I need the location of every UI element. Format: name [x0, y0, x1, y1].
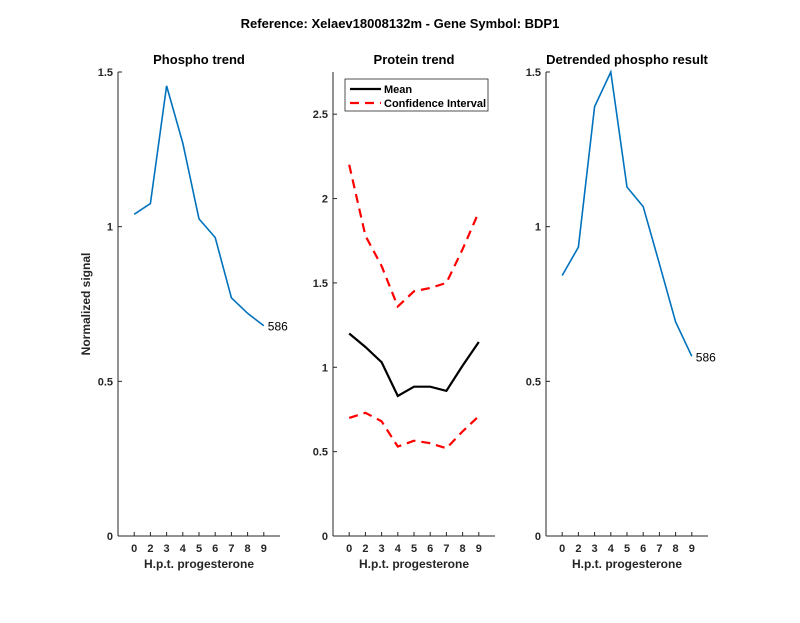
x-tick-label: 9	[261, 543, 267, 555]
series-line-detrended	[562, 72, 692, 356]
x-tick-label: 6	[427, 543, 433, 555]
x-tick-label: 7	[443, 543, 449, 555]
y-tick-label: 0.5	[98, 376, 113, 388]
x-axis-label: H.p.t. progesterone	[359, 557, 469, 571]
y-tick-label: 0	[107, 531, 113, 543]
x-tick-label: 2	[575, 543, 581, 555]
series-line-confidence-interval-lower-	[349, 413, 479, 449]
x-axis-label: H.p.t. progesterone	[144, 557, 254, 571]
x-tick-label: 4	[180, 543, 187, 555]
x-tick-label: 4	[395, 543, 402, 555]
x-tick-label: 0	[131, 543, 137, 555]
x-tick-label: 5	[196, 543, 202, 555]
x-tick-label: 8	[460, 543, 466, 555]
x-tick-label: 7	[656, 543, 662, 555]
x-tick-label: 5	[411, 543, 417, 555]
x-tick-label: 3	[592, 543, 598, 555]
line-end-label: 586	[268, 320, 288, 334]
legend: Mean Confidence Interval	[345, 79, 488, 111]
x-tick-label: 9	[689, 543, 695, 555]
y-tick-label: 0.5	[526, 376, 541, 388]
x-axis-label: H.p.t. progesterone	[572, 557, 682, 571]
y-tick-label: 1.5	[526, 67, 541, 79]
y-tick-label: 1	[535, 222, 541, 234]
x-tick-label: 9	[476, 543, 482, 555]
x-tick-label: 2	[362, 543, 368, 555]
x-tick-label: 7	[228, 543, 234, 555]
series-line-confidence-interval-upper-	[349, 165, 479, 307]
x-tick-label: 6	[212, 543, 218, 555]
x-tick-label: 5	[624, 543, 630, 555]
x-tick-label: 6	[640, 543, 646, 555]
y-tick-label: 1.5	[313, 278, 328, 290]
y-tick-label: 0	[322, 531, 328, 543]
legend-label-ci: Confidence Interval	[384, 98, 486, 110]
series-line-phospho	[134, 86, 264, 326]
x-tick-label: 0	[559, 543, 565, 555]
x-tick-label: 8	[673, 543, 679, 555]
y-axis-label: Normalized signal	[79, 253, 93, 356]
y-tick-label: 1	[322, 362, 328, 374]
series-line-mean	[349, 334, 479, 397]
legend-label-mean: Mean	[384, 84, 412, 96]
x-tick-label: 3	[379, 543, 385, 555]
panel-title: Protein trend	[374, 52, 455, 67]
figure-title: Reference: Xelaev18008132m - Gene Symbol…	[241, 16, 560, 31]
y-tick-label: 1	[107, 222, 113, 234]
x-tick-label: 4	[608, 543, 615, 555]
x-tick-label: 0	[346, 543, 352, 555]
panel-title: Detrended phospho result	[546, 52, 708, 67]
y-tick-label: 2	[322, 194, 328, 206]
panel-title: Phospho trend	[153, 52, 245, 67]
x-tick-label: 8	[245, 543, 251, 555]
x-tick-label: 3	[164, 543, 170, 555]
line-end-label: 586	[696, 350, 716, 364]
y-tick-label: 0	[535, 531, 541, 543]
y-tick-label: 1.5	[98, 67, 113, 79]
y-tick-label: 0.5	[313, 447, 328, 459]
x-tick-label: 2	[147, 543, 153, 555]
y-tick-label: 2.5	[313, 109, 328, 121]
